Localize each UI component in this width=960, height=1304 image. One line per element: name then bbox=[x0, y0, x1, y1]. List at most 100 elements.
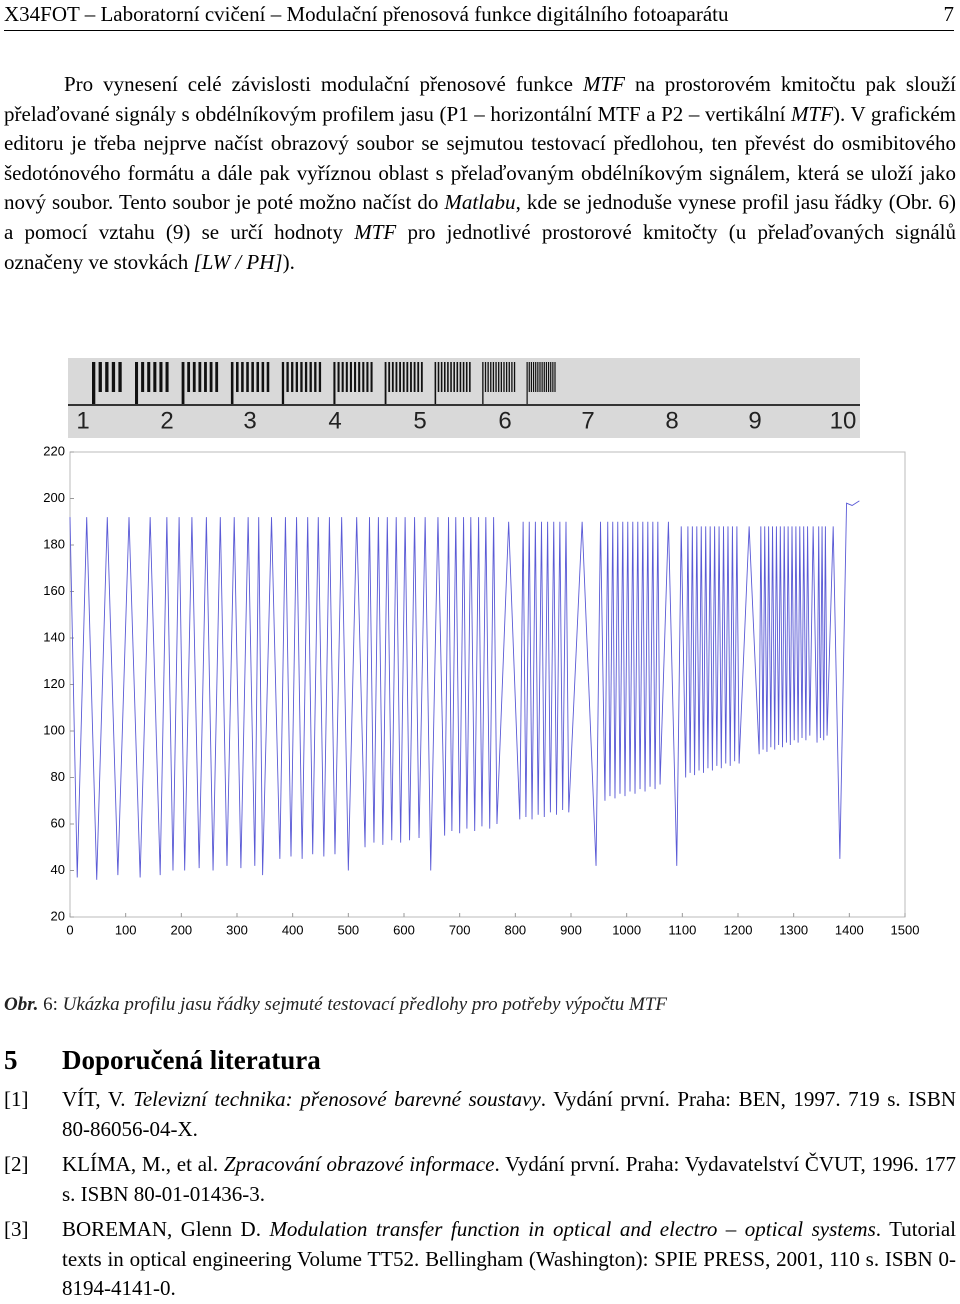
text-run: 6: bbox=[38, 994, 63, 1015]
x-tick-label: 0 bbox=[66, 922, 73, 937]
reference-text: BOREMAN, Glenn D. Modulation transfer fu… bbox=[62, 1215, 956, 1304]
strip-bar bbox=[550, 362, 552, 392]
text-run: Pro vynesení celé závislosti modulační p… bbox=[64, 72, 583, 96]
section-number: 5 bbox=[4, 1045, 18, 1075]
strip-bar bbox=[295, 362, 298, 392]
y-tick-label: 40 bbox=[51, 862, 65, 877]
strip-bar bbox=[437, 362, 440, 392]
strip-bar bbox=[187, 362, 191, 392]
strip-bar bbox=[384, 362, 387, 404]
strip-bar bbox=[413, 362, 416, 392]
strip-bar bbox=[300, 362, 303, 392]
text-run: Modulation transfer function in optical … bbox=[269, 1217, 876, 1241]
x-tick-label: 100 bbox=[115, 922, 137, 937]
scale-label: 9 bbox=[748, 407, 761, 434]
y-tick-label: 140 bbox=[43, 629, 65, 644]
strip-bar bbox=[135, 362, 139, 404]
strip-bar bbox=[204, 362, 207, 392]
strip-bar bbox=[345, 362, 348, 392]
text-run: . Vydání první. Praha: Vydavatelství ČVU… bbox=[62, 1152, 956, 1206]
strip-bar bbox=[358, 362, 361, 392]
x-tick-label: 1200 bbox=[724, 922, 753, 937]
y-tick-label: 160 bbox=[43, 583, 65, 598]
strip-bar bbox=[453, 362, 455, 392]
text-run: Zpracování obrazové informace bbox=[223, 1152, 495, 1176]
strip-bar bbox=[241, 362, 244, 392]
x-tick-label: 1300 bbox=[779, 922, 808, 937]
strip-bar bbox=[495, 362, 497, 392]
y-tick-label: 180 bbox=[43, 536, 65, 551]
text-run: ). bbox=[282, 249, 295, 274]
x-tick-label: 700 bbox=[449, 922, 471, 937]
text-run: pro jednotlivé prostorové kmitočty (u př… bbox=[4, 219, 956, 274]
strip-bar bbox=[395, 362, 398, 392]
strip-bar bbox=[159, 362, 163, 392]
strip-bar bbox=[251, 362, 254, 392]
strip-bar bbox=[508, 362, 510, 392]
y-tick-label: 80 bbox=[51, 769, 65, 784]
section-title: Doporučená literatura bbox=[62, 1045, 321, 1075]
strip-bar bbox=[261, 362, 265, 392]
strip-bar bbox=[487, 362, 489, 392]
strip-bar bbox=[337, 362, 340, 392]
scale-label: 4 bbox=[328, 407, 341, 434]
strip-bar bbox=[417, 362, 420, 392]
strip-bar bbox=[410, 362, 412, 392]
strip-bar bbox=[165, 362, 169, 392]
strip-bar bbox=[209, 362, 213, 392]
text-run: Obr. bbox=[4, 994, 39, 1015]
caption: Obr. 6: Ukázka profilu jasu řádky sejmut… bbox=[4, 994, 667, 1016]
text-run: , kde se jednoduše vynese profil jasu řá… bbox=[4, 190, 956, 244]
strip-bar bbox=[462, 362, 465, 392]
strip-bar bbox=[484, 362, 487, 392]
text-run: Matlabu bbox=[444, 190, 516, 215]
strip-bar bbox=[198, 362, 202, 392]
strip-bar bbox=[541, 362, 543, 392]
strip-bar bbox=[354, 362, 357, 392]
text-run: MTF bbox=[354, 219, 397, 244]
strip-bar bbox=[388, 362, 391, 392]
strip-bar bbox=[513, 362, 516, 392]
strip-bar bbox=[215, 362, 219, 392]
strip-bar bbox=[256, 362, 260, 392]
x-tick-label: 900 bbox=[560, 922, 582, 937]
strip-bar bbox=[147, 362, 151, 392]
strip-bar bbox=[98, 362, 102, 392]
strip-bar bbox=[362, 362, 365, 392]
text-run: . Vydání první. Praha: BEN, 1997. 719 s.… bbox=[62, 1087, 957, 1141]
strip-bar bbox=[434, 362, 437, 404]
strip-bar bbox=[530, 362, 533, 392]
scale-label: 1 bbox=[76, 407, 89, 434]
text-run: MTF bbox=[791, 101, 834, 126]
strip-bar bbox=[266, 362, 270, 392]
strip-bar bbox=[526, 362, 528, 404]
text-run: [LW / PH] bbox=[193, 249, 283, 274]
strip-bar bbox=[192, 362, 196, 392]
x-tick-label: 1400 bbox=[835, 922, 864, 937]
strip-bar bbox=[482, 362, 484, 404]
strip-bar bbox=[118, 362, 122, 392]
reference-number: [2] bbox=[4, 1152, 29, 1176]
y-tick-label: 120 bbox=[43, 676, 65, 691]
strip-bar bbox=[545, 362, 548, 392]
reference: [3] BOREMAN, Glenn D. Modulation transfer… bbox=[4, 1215, 956, 1304]
page-number: 7 bbox=[943, 2, 955, 26]
strip-bar bbox=[498, 362, 500, 392]
strip-bar bbox=[500, 362, 502, 392]
text-run: BOREMAN, Glenn D. bbox=[62, 1217, 270, 1241]
x-tick-label: 400 bbox=[282, 922, 304, 937]
y-tick-label: 20 bbox=[51, 908, 65, 923]
strip-bar bbox=[291, 362, 294, 392]
strip-bar bbox=[440, 362, 443, 392]
x-tick-label: 800 bbox=[504, 922, 526, 937]
x-tick-label: 1500 bbox=[891, 922, 920, 937]
strip-bar bbox=[399, 362, 401, 392]
strip-bar bbox=[492, 362, 495, 392]
strip-bar bbox=[469, 362, 471, 392]
strip-bar bbox=[236, 362, 239, 392]
strip-bar bbox=[141, 362, 145, 392]
x-tick-label: 200 bbox=[170, 922, 192, 937]
strip-bar bbox=[535, 362, 537, 392]
profile-line bbox=[69, 500, 860, 880]
